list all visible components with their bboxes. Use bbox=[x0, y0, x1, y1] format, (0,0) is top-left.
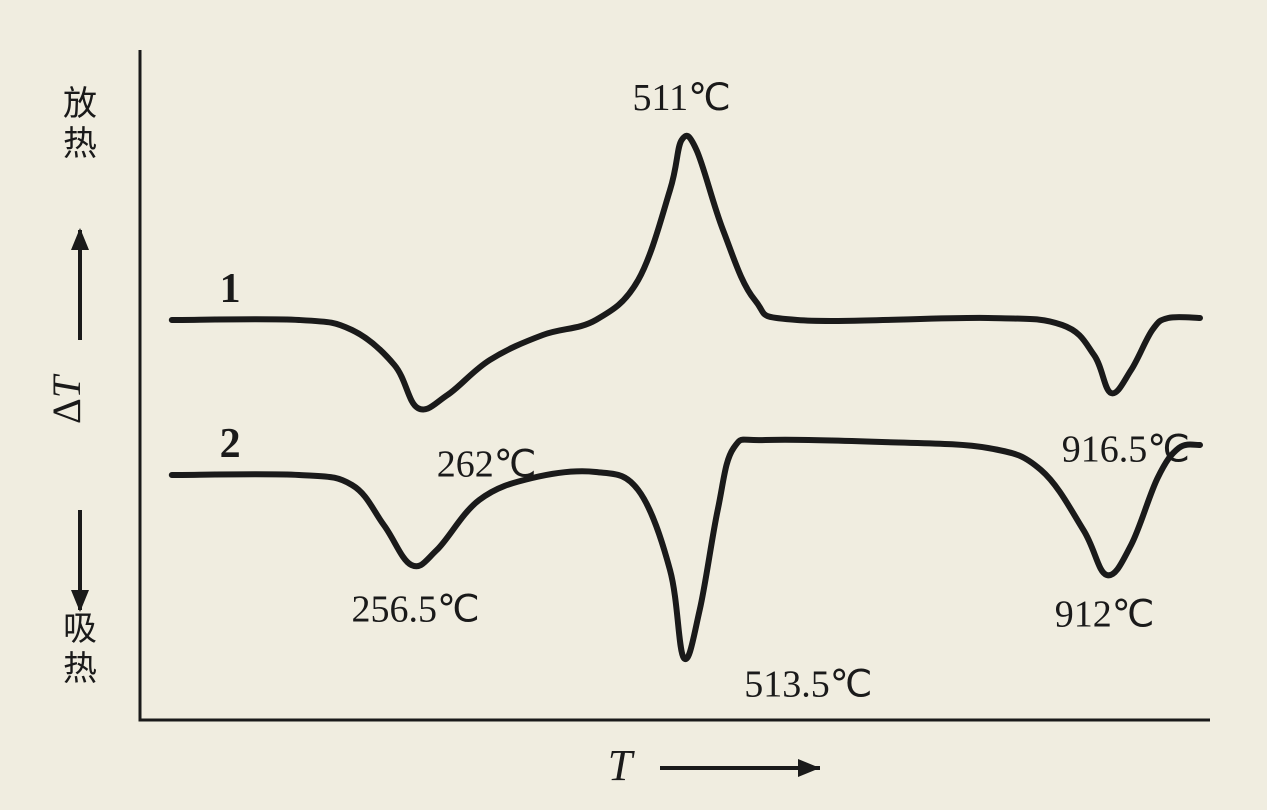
series-1-label: 1 bbox=[220, 266, 241, 312]
y-axis-top-label-char: 热 bbox=[63, 125, 97, 163]
y-axis-top-label-char: 放 bbox=[63, 85, 97, 123]
peak-label: 916.5℃ bbox=[1062, 428, 1190, 470]
peak-label: 256.5℃ bbox=[352, 588, 480, 630]
series-2-label: 2 bbox=[220, 421, 241, 467]
x-axis-label: T bbox=[608, 741, 636, 790]
dta-chart-container: { "chart": { "type": "line", "background… bbox=[0, 0, 1267, 810]
chart-background bbox=[0, 0, 1267, 810]
peak-label: 513.5℃ bbox=[744, 663, 872, 705]
y-axis-bottom-label-char: 热 bbox=[63, 650, 97, 688]
dta-chart-svg: 1511℃262℃916.5℃2256.5℃513.5℃912℃T吸热ΔT放热放… bbox=[0, 0, 1267, 810]
peak-label: 912℃ bbox=[1055, 593, 1155, 635]
peak-label: 511℃ bbox=[633, 77, 731, 119]
y-axis-delta-t: ΔT bbox=[44, 373, 89, 424]
y-axis-bottom-label-char: 吸 bbox=[63, 611, 97, 648]
